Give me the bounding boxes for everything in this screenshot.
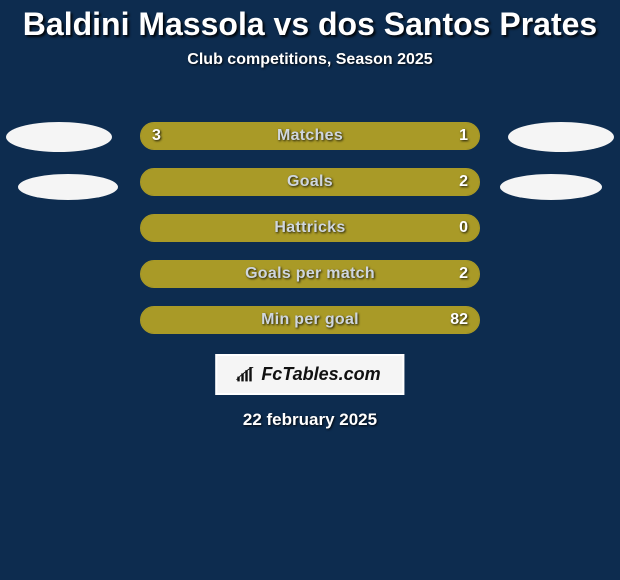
stat-row: Hattricks0 [0, 214, 620, 242]
stat-value-right: 2 [459, 260, 468, 288]
stat-value-right: 82 [450, 306, 468, 334]
stat-label: Hattricks [140, 214, 480, 242]
bar-chart-icon [235, 367, 255, 383]
stat-value-right: 0 [459, 214, 468, 242]
brand-text: FcTables.com [261, 364, 380, 385]
comparison-date: 22 february 2025 [0, 410, 620, 430]
brand-badge: FcTables.com [215, 354, 404, 395]
stat-value-left: 3 [152, 122, 161, 150]
comparison-subtitle: Club competitions, Season 2025 [0, 51, 620, 69]
stat-row: Matches3 1 [0, 122, 620, 150]
stat-value-right: 1 [459, 122, 468, 150]
stat-label: Goals [140, 168, 480, 196]
stat-row: Goals per match2 [0, 260, 620, 288]
stat-label: Goals per match [140, 260, 480, 288]
stat-label: Matches [140, 122, 480, 150]
stat-value-right: 2 [459, 168, 468, 196]
comparison-title: Baldini Massola vs dos Santos Prates [0, 0, 620, 43]
stat-label: Min per goal [140, 306, 480, 334]
stat-rows: Matches31Goals2Hattricks0Goals per match… [0, 122, 620, 352]
stat-row: Goals2 [0, 168, 620, 196]
stat-row: Min per goal82 [0, 306, 620, 334]
